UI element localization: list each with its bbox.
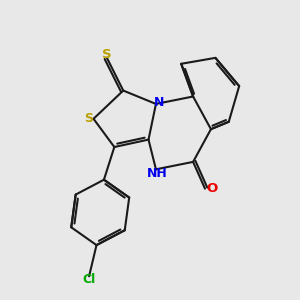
Text: O: O [206,182,217,195]
Text: N: N [154,96,164,109]
Text: S: S [84,112,93,125]
Text: NH: NH [147,167,168,180]
Text: S: S [102,48,112,61]
Text: Cl: Cl [82,273,96,286]
